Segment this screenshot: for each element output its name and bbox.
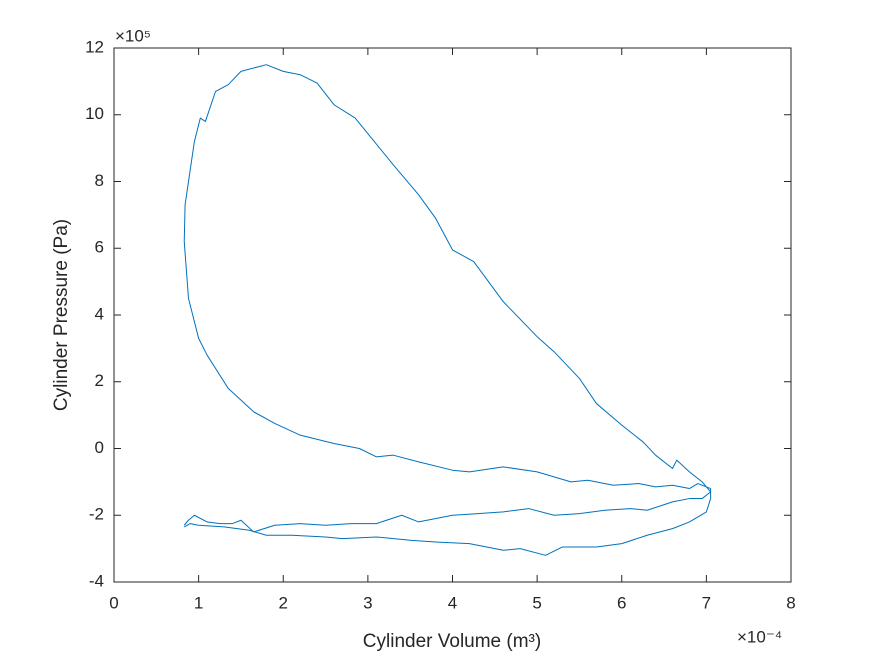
x-tick-label: 2 (279, 593, 288, 612)
x-tick-label: 4 (448, 593, 457, 612)
x-tick-label: 7 (702, 593, 711, 612)
x-tick-label: 1 (194, 593, 203, 612)
y-tick-label: 4 (95, 304, 104, 323)
y-tick-label: -2 (89, 505, 104, 524)
x-tick-label: 0 (109, 593, 118, 612)
y-tick-label: 0 (95, 438, 104, 457)
x-tick-label: 8 (786, 593, 795, 612)
y-tick-label: 2 (95, 371, 104, 390)
y-multiplier: ×10⁵ (115, 26, 151, 45)
x-multiplier: ×10⁻⁴ (737, 627, 782, 646)
y-tick-label: 8 (95, 171, 104, 190)
y-tick-label: 10 (85, 104, 104, 123)
x-tick-label: 6 (617, 593, 626, 612)
plot-frame (113, 47, 792, 583)
data-line (183, 64, 712, 556)
x-tick-label: 5 (532, 593, 541, 612)
x-tick-label: 3 (363, 593, 372, 612)
y-tick-label: -4 (89, 571, 104, 590)
y-tick-label: 6 (95, 238, 104, 257)
x-axis-label: Cylinder Volume (m³) (363, 631, 541, 652)
y-axis-label: Cylinder Pressure (Pa) (51, 219, 72, 411)
y-tick-label: 12 (85, 37, 104, 56)
